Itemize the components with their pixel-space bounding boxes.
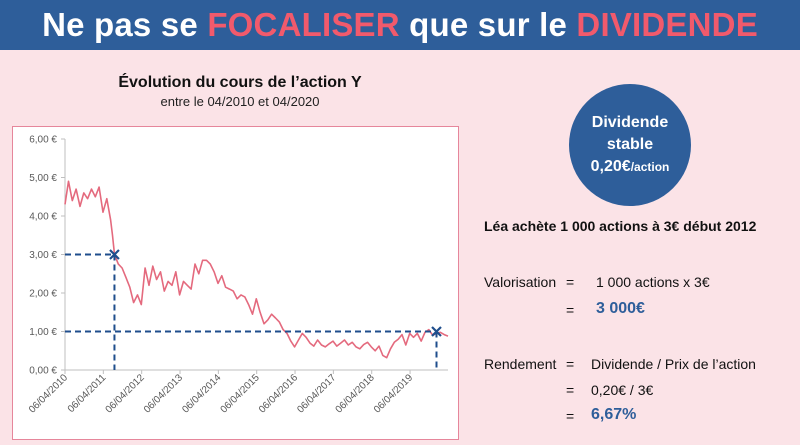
x-tick-label: 06/04/2019 xyxy=(372,372,415,415)
x-tick-label: 06/04/2012 xyxy=(104,372,147,415)
chart-panel: 0,00 € 1,00 € 2,00 € 3,00 € 4,00 € 5,00 € 6,00… xyxy=(12,126,459,440)
x-tick-label: 06/04/2015 xyxy=(219,372,262,415)
scenario-text: Léa achète 1 000 actions à 3€ début 2012 xyxy=(484,218,757,234)
rendement-equals-3: = xyxy=(566,408,575,424)
rendement-equals-2: = xyxy=(566,382,575,398)
valorisation-formula: 1 000 actions x 3€ xyxy=(596,274,710,290)
y-tick-label: 0,00 € xyxy=(29,366,57,377)
rendement-equals-1: = xyxy=(566,356,575,372)
y-tick-label: 5,00 € xyxy=(29,173,57,184)
chart-title: Évolution du cours de l’action Y xyxy=(118,74,362,91)
x-tick-label: 06/04/2018 xyxy=(334,372,377,415)
point-marker-x xyxy=(109,249,120,260)
x-tick-label: 06/04/2010 xyxy=(27,372,70,415)
price-series-line xyxy=(64,180,449,359)
banner-text-2: que sur le xyxy=(399,6,577,43)
valorisation-label: Valorisation xyxy=(484,274,557,290)
price-chart: 0,00 € 1,00 € 2,00 € 3,00 € 4,00 € 5,00 € 6,00… xyxy=(27,135,449,416)
badge-value: 0,20€ xyxy=(590,158,631,175)
banner-highlight-2: DIVIDENDE xyxy=(576,6,758,43)
y-tick-label: 3,00 € xyxy=(29,250,57,261)
chart-subtitle: entre le 04/2010 et 04/2020 xyxy=(160,94,320,109)
valorisation-result: 3 000€ xyxy=(596,300,645,317)
y-tick-label: 6,00 € xyxy=(29,135,57,146)
title-banner: Ne pas se FOCALISER que sur le DIVIDENDE xyxy=(0,0,800,50)
rendement-result: 6,67% xyxy=(591,406,637,423)
y-tick-label: 1,00 € xyxy=(29,327,57,338)
rendement-calc: 0,20€ / 3€ xyxy=(591,382,654,398)
badge-unit: /action xyxy=(630,160,670,174)
badge-line-2: stable xyxy=(606,136,654,153)
valorisation-equals-2: = xyxy=(566,302,575,318)
valorisation-equals-1: = xyxy=(566,274,575,290)
badge-line-1: Dividende xyxy=(591,114,669,131)
y-tick-label: 4,00 € xyxy=(29,212,57,223)
rendement-label: Rendement xyxy=(484,356,557,372)
badge-line-3: 0,20€/action xyxy=(591,156,670,178)
banner-text-1: Ne pas se xyxy=(42,6,208,43)
banner-highlight-1: FOCALISER xyxy=(207,6,400,43)
x-tick-label: 06/04/2014 xyxy=(180,372,223,415)
rendement-formula: Dividende / Prix de l’action xyxy=(591,356,756,372)
point-marker-x xyxy=(431,326,442,337)
x-tick-label: 06/04/2013 xyxy=(142,372,185,415)
x-tick-label: 06/04/2016 xyxy=(257,372,300,415)
x-tick-label: 06/04/2017 xyxy=(295,372,338,415)
dividend-badge: Dividende stable 0,20€/action xyxy=(569,84,691,206)
y-tick-label: 2,00 € xyxy=(29,289,57,300)
x-tick-label: 06/04/2011 xyxy=(66,372,109,415)
